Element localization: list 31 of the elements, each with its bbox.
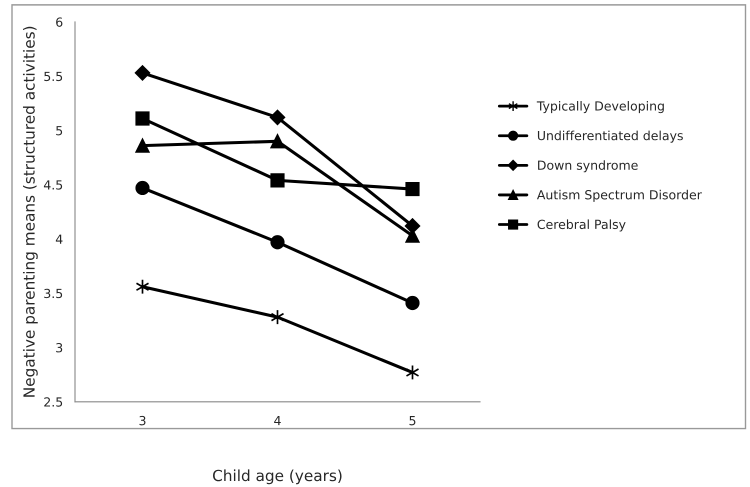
y-tick-label: 5 (56, 126, 62, 136)
y-tick-label: 5.5 (44, 72, 62, 82)
x-axis-title: Child age (years) (213, 469, 342, 484)
x-tick-label: 3 (139, 416, 146, 426)
point (270, 309, 284, 325)
y-tick-label: 4.5 (44, 180, 62, 190)
legend-label: Typically Developing (536, 101, 664, 114)
legend-label: Autism Spectrum Disorder (536, 190, 702, 202)
point (405, 296, 420, 310)
point (135, 111, 150, 126)
point (135, 180, 150, 196)
point (270, 110, 286, 126)
legend-label: Down syndrome (538, 160, 638, 172)
point (134, 65, 150, 81)
legend-label: Cerebral Palsy (538, 219, 626, 232)
x-tick-label: 4 (274, 416, 281, 426)
point (270, 173, 285, 188)
point (270, 235, 285, 250)
point (406, 364, 420, 380)
y-tick-label: 3.5 (44, 288, 62, 298)
point (135, 138, 150, 153)
y-axis-title: Negative parenting means (structured activities) (22, 26, 38, 397)
y-tick-label: 2.5 (44, 397, 62, 407)
legend-label: Undifferentiated delays (538, 130, 683, 143)
y-tick-label: 3 (56, 342, 62, 352)
point (136, 278, 150, 295)
x-tick-label: 5 (409, 416, 416, 426)
y-tick-label: 4 (56, 234, 62, 244)
point (270, 134, 285, 148)
y-tick-label: 6 (56, 17, 62, 27)
point (405, 182, 420, 196)
